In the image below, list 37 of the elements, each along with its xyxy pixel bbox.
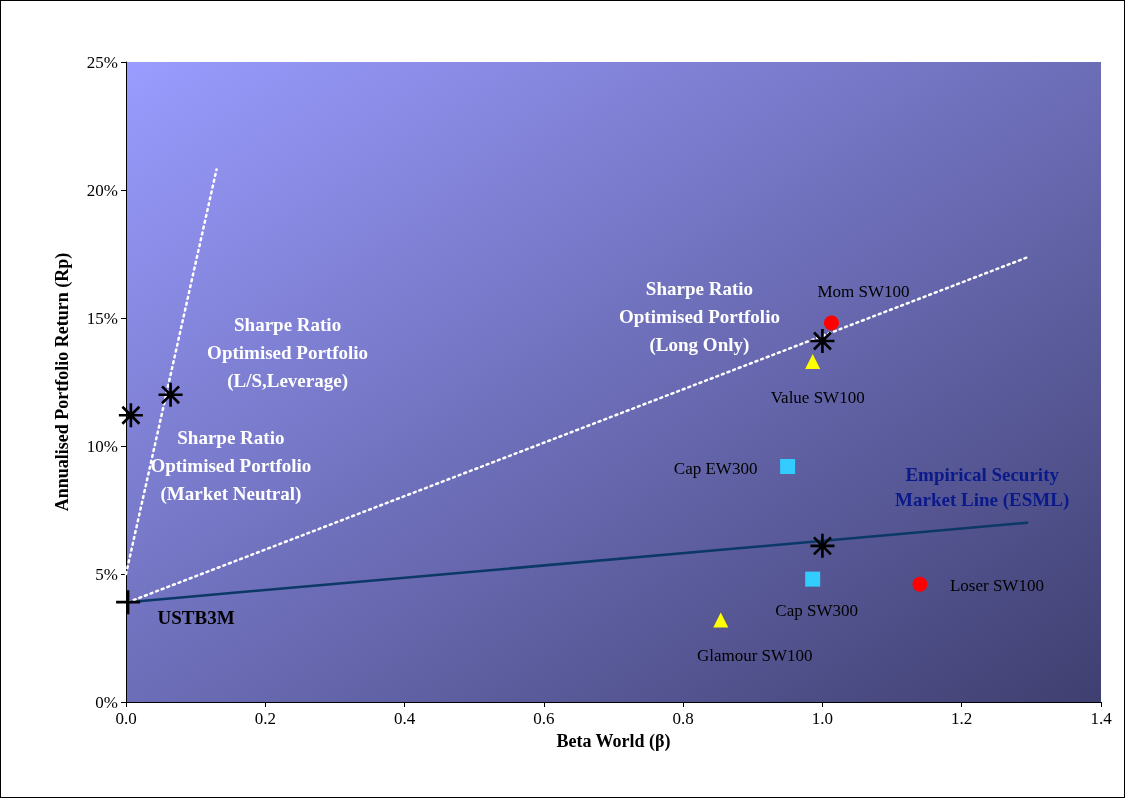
x-tick-label: 0.6: [533, 709, 555, 728]
point: [810, 533, 835, 558]
x-tick-label: 0.4: [393, 709, 416, 728]
point: [780, 458, 796, 474]
annotation: USTB3M: [157, 606, 235, 628]
x-axis-title: Beta World (β): [556, 731, 671, 752]
y-tick-label: 5%: [95, 564, 118, 584]
point: [118, 403, 143, 428]
point: [805, 354, 821, 370]
y-axis-title: Annualised Portfolio Return (Rp): [52, 252, 73, 512]
x-tick-label: 1.0: [811, 709, 834, 728]
y-tick-label: 0%: [95, 692, 118, 712]
y-tick-label: 10%: [86, 436, 118, 456]
annotation: Cap SW300: [775, 600, 858, 620]
x-tick-label: 0.8: [672, 709, 694, 728]
point: [713, 612, 729, 628]
x-tick-label: 1.4: [1090, 709, 1113, 728]
point: [158, 382, 183, 407]
y-tick-label: 15%: [86, 308, 118, 328]
point: [810, 329, 835, 354]
annotation: Empirical Security Market Line (ESML): [895, 463, 1070, 511]
annotation: Sharpe Ratio Optimised Portfolio (L/S,Leverage): [207, 314, 369, 393]
y-tick-label: 20%: [86, 180, 118, 200]
annotation: Loser SW100: [949, 575, 1044, 595]
annotation: Sharpe Ratio Optimised Portfolio (Long Only): [618, 277, 780, 356]
point: [912, 576, 928, 592]
point: [824, 315, 839, 331]
x-tick-label: 0.2: [254, 709, 276, 728]
annotation: Cap EW300: [673, 458, 758, 478]
annotation: Glamour SW100: [696, 645, 813, 665]
y-tick-label: 25%: [86, 52, 118, 72]
x-tick-label: 0.0: [115, 709, 137, 728]
annotation: Value SW100: [770, 388, 865, 408]
point: [805, 571, 821, 587]
x-tick-label: 1.2: [951, 709, 973, 728]
annotation: Sharpe Ratio Optimised Portfolio (Market Neutral): [150, 426, 312, 505]
annotation: Mom SW100: [817, 281, 910, 301]
